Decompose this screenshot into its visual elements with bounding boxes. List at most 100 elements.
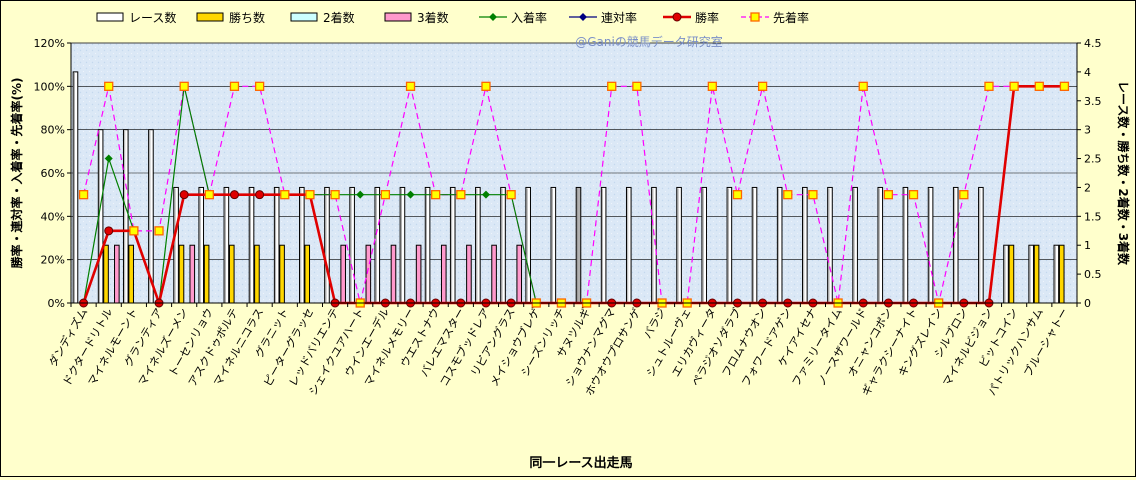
- bar-thirds: [340, 244, 346, 304]
- marker-senchaku-rate: [380, 190, 391, 200]
- legend-swatch: [290, 12, 318, 22]
- bar-races: [399, 186, 406, 304]
- bar-races: [324, 186, 330, 304]
- bar-series-group: [72, 71, 1065, 304]
- bar-races: [550, 186, 557, 304]
- bar-races: [475, 186, 481, 304]
- watermark: @Ganiの競馬データ研究室: [575, 34, 723, 49]
- y-left-tick-label: 0%: [48, 297, 65, 310]
- bar-races: [449, 186, 456, 304]
- y-left-tick-label: 40%: [41, 210, 65, 223]
- bar-thirds: [466, 244, 472, 304]
- bar-races: [1028, 244, 1034, 304]
- marker-senchaku-rate: [456, 190, 466, 200]
- bar-wins: [228, 244, 235, 304]
- y-right-tick-label: 2: [1084, 181, 1091, 194]
- marker-senchaku-rate: [179, 81, 189, 91]
- bar-thirds: [189, 244, 196, 304]
- marker-win-rate: [104, 226, 114, 236]
- bar-thirds: [491, 244, 497, 304]
- marker-senchaku-rate: [808, 190, 818, 200]
- legend-swatch-marker: [489, 13, 497, 21]
- marker-senchaku-rate: [506, 190, 516, 200]
- bar-races: [827, 186, 833, 304]
- bar-races: [625, 186, 632, 304]
- bar-races: [299, 186, 305, 304]
- bar-races: [349, 186, 355, 304]
- legend-label: レース数: [129, 10, 176, 25]
- legend-swatch-marker: [672, 12, 682, 22]
- marker-senchaku-rate: [1059, 81, 1070, 91]
- y-right-tick-label: 2.5: [1084, 153, 1102, 166]
- legend-label: 勝率: [695, 10, 719, 25]
- marker-senchaku-rate: [783, 190, 793, 200]
- bar-races: [525, 186, 531, 304]
- marker-senchaku-rate: [305, 190, 315, 200]
- marker-senchaku-rate: [883, 190, 894, 200]
- marker-senchaku-rate: [908, 190, 919, 200]
- bar-races: [701, 186, 708, 304]
- marker-senchaku-rate: [154, 226, 164, 236]
- legend-label: 連対率: [601, 10, 637, 25]
- bar-races: [802, 186, 808, 304]
- marker-senchaku-rate: [254, 81, 265, 91]
- bar-races: [424, 186, 431, 304]
- marker-win-rate: [255, 190, 265, 200]
- y-left-tick-label: 100%: [34, 80, 65, 93]
- marker-senchaku-rate: [129, 226, 139, 236]
- bar-wins: [1008, 244, 1015, 304]
- bar-races: [852, 186, 858, 304]
- legend: レース数 勝ち数 2着数 3着数 入着率 連対率 勝率 先着率: [96, 10, 809, 25]
- gridlines: [71, 42, 1077, 260]
- marker-senchaku-rate: [757, 81, 768, 91]
- bar-thirds: [114, 244, 120, 304]
- y-left-tick-label: 120%: [34, 37, 65, 50]
- y-left-tick-label: 80%: [41, 124, 65, 137]
- bar-wins: [1033, 244, 1040, 304]
- bar-thirds: [516, 244, 523, 304]
- marker-senchaku-rate: [330, 190, 340, 200]
- y-right-tick-label: 0: [1084, 297, 1091, 310]
- x-axis-label: 同一レース出走馬: [529, 455, 632, 471]
- legend-label: 2着数: [323, 10, 355, 25]
- marker-place-rate: [356, 190, 365, 199]
- bar-races: [374, 186, 381, 304]
- marker-senchaku-rate: [1009, 81, 1019, 91]
- bar-thirds: [365, 244, 372, 304]
- bar-wins: [128, 244, 134, 304]
- y-right-tick-label: 1.5: [1084, 210, 1102, 223]
- bar-races: [173, 186, 179, 304]
- bar-races: [223, 186, 230, 304]
- bar-races: [676, 186, 682, 304]
- bar-races: [726, 186, 733, 304]
- bar-thirds: [390, 244, 397, 304]
- y-left-tick-label: 20%: [41, 254, 65, 267]
- marker-senchaku-rate: [984, 81, 994, 91]
- y-right-tick-label: 3: [1084, 124, 1091, 137]
- marker-place-rate: [406, 190, 415, 199]
- bar-races: [1003, 244, 1009, 304]
- legend-swatch-marker: [750, 12, 760, 22]
- marker-senchaku-rate: [405, 81, 416, 91]
- bar-wins: [1058, 244, 1065, 304]
- marker-senchaku-rate: [229, 81, 240, 91]
- marker-senchaku-rate: [104, 81, 114, 91]
- bar-races: [72, 71, 79, 304]
- y-left-tick-label: 60%: [41, 167, 65, 180]
- marker-senchaku-rate: [632, 81, 642, 91]
- bar-wins: [203, 244, 210, 304]
- bar-races: [776, 186, 783, 304]
- legend-label: 先着率: [773, 10, 809, 25]
- y-right-tick-label: 0.5: [1084, 268, 1102, 281]
- bar-races: [248, 186, 255, 304]
- bar-races: [500, 186, 506, 304]
- y-right-tick-label: 1: [1084, 239, 1091, 252]
- bar-thirds: [440, 244, 447, 304]
- bar-races: [122, 129, 129, 304]
- bar-races: [978, 186, 984, 304]
- legend-label: 勝ち数: [229, 10, 265, 25]
- y-axis-left-label: 勝率・連対率・入着率・先着率(%): [9, 78, 24, 269]
- marker-senchaku-rate: [78, 190, 89, 200]
